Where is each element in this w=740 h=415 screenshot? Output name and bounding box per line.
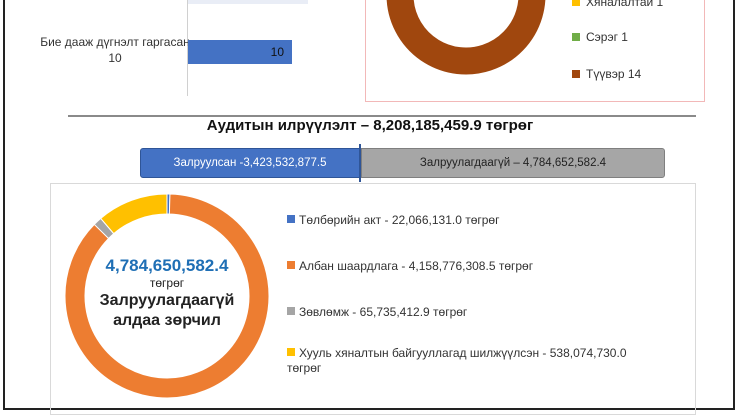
legend-item-recommendation: Зөвлөмж - 65,735,412.9 төгрөг: [287, 305, 467, 320]
legend-item-khyanalaltai: Хяналалтай 1: [572, 0, 663, 9]
slide-frame: [3, 0, 735, 410]
legend-label: Түүвэр 14: [586, 67, 642, 81]
legend-label: Төлбөрийн акт - 22,066,131.0 төгрөг: [299, 213, 500, 227]
uncorrected-bar: Залруулагдаагүй – 4,784,652,582.4: [361, 148, 665, 178]
legend-label: Хууль хяналтын байгууллагад шилжүүлсэн -…: [299, 346, 627, 360]
section-divider: [68, 115, 696, 117]
legend-swatch: [572, 70, 580, 78]
audit-findings-title: Аудитын илрүүлэлт – 8,208,185,459.9 төгр…: [206, 117, 534, 134]
bar-category-label: Бие дааж дүгнэлт гаргасан 10: [40, 35, 190, 65]
corrected-bar: Залруулсан -3,423,532,877.5: [140, 148, 360, 178]
legend-item-sereg: Сэрэг 1: [572, 30, 628, 44]
donut-center-unit: төгрөг: [149, 276, 185, 290]
legend-swatch: [287, 261, 295, 269]
donut-center-amount: 4,784,650,582.4: [105, 256, 229, 275]
legend-swatch: [287, 215, 295, 223]
legend-item-payment-act: Төлбөрийн акт - 22,066,131.0 төгрөг: [287, 213, 499, 228]
legend-item-law-enforcement: Хууль хяналтын байгууллагад шилжүүлсэн -…: [287, 346, 627, 376]
donut-slice-top-2: [385, 0, 547, 76]
legend-label: Сэрэг 1: [586, 30, 628, 44]
donut-center-label-line1: Залруулагдаагүй: [99, 292, 235, 309]
donut-chart-top: [365, 0, 705, 102]
legend-item-tuuver: Түүвэр 14: [572, 67, 641, 81]
legend-swatch: [287, 307, 295, 315]
legend-swatch: [287, 348, 295, 356]
legend-swatch: [572, 33, 580, 41]
donut-center-label: Залруулагдаагүй алдаа зөрчил: [86, 291, 248, 331]
bar-axis-line: [187, 0, 188, 96]
bar-independent-conclusion: [188, 40, 292, 64]
legend-label-cont: төгрөг: [287, 361, 322, 375]
bar-value-label: 10: [270, 45, 284, 59]
bar-top-partial: [188, 0, 308, 4]
donut-center-label-line2: алдаа зөрчил: [113, 312, 221, 329]
split-marker: [359, 144, 361, 182]
legend-item-official-demand: Албан шаардлага - 4,158,776,308.5 төгрөг: [287, 259, 533, 274]
legend-label: Зөвлөмж - 65,735,412.9 төгрөг: [299, 305, 468, 319]
legend-swatch: [572, 0, 580, 6]
legend-label: Хяналалтай 1: [586, 0, 664, 9]
legend-label: Албан шаардлага - 4,158,776,308.5 төгрөг: [299, 259, 534, 273]
